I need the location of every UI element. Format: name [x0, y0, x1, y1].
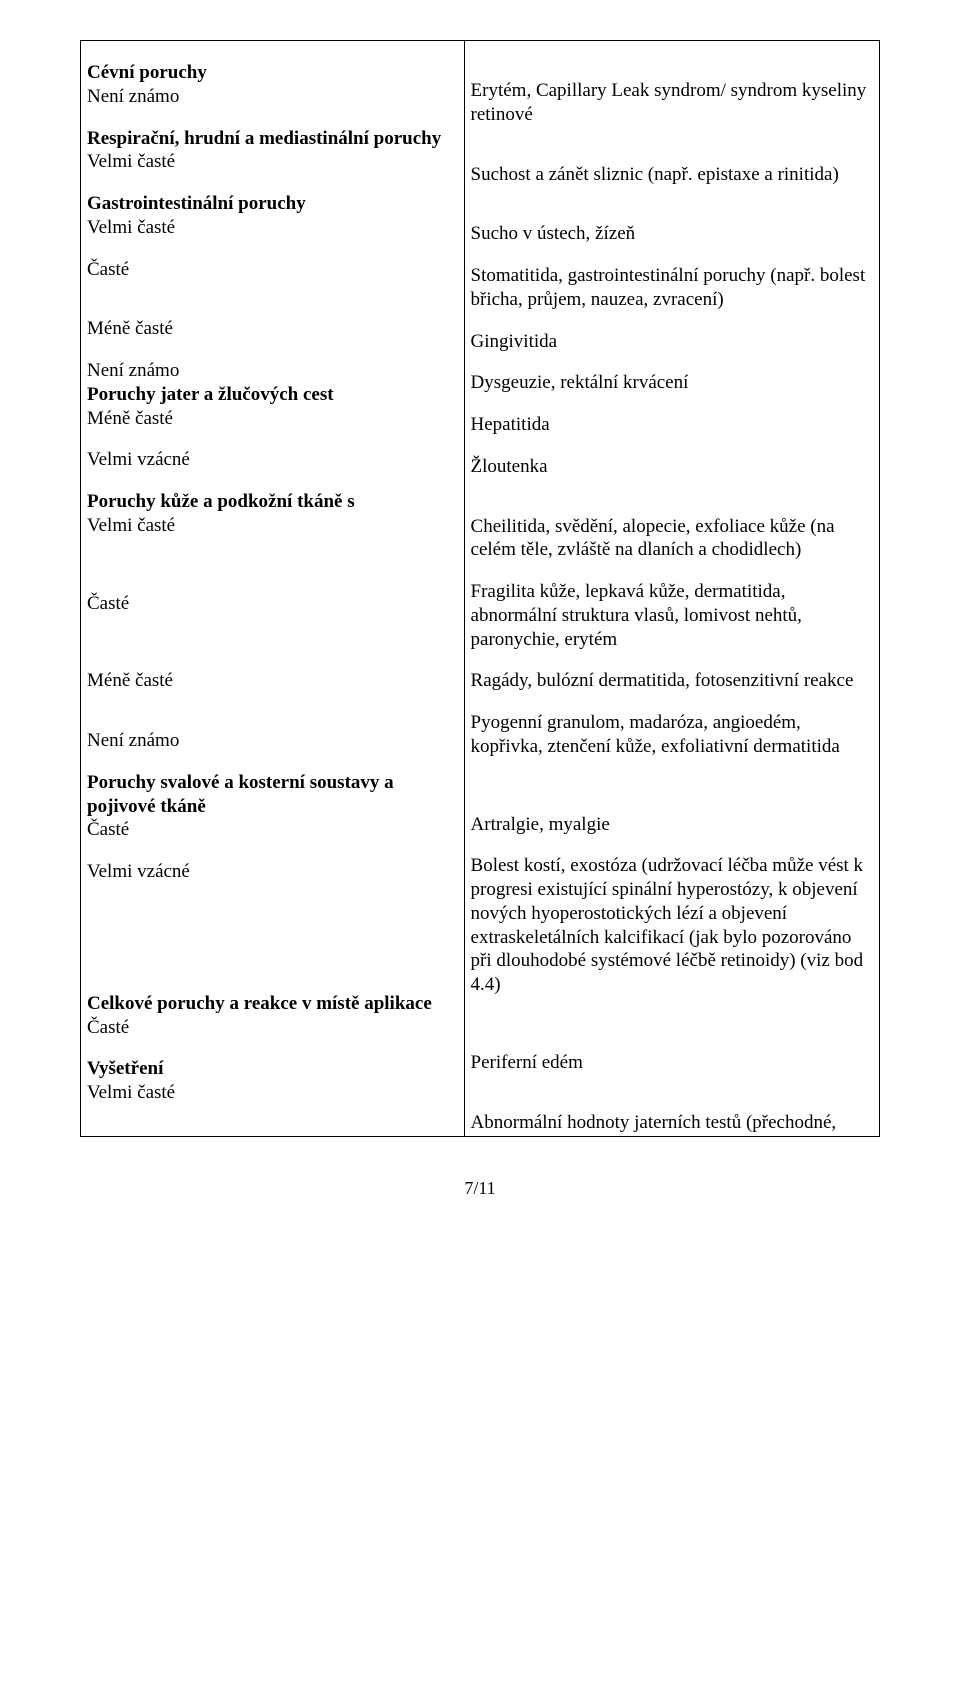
spacer: [87, 956, 458, 974]
text-line: Artralgie, myalgie: [471, 813, 873, 837]
spacer: [471, 562, 873, 580]
spacer: [87, 174, 458, 192]
text-line: Periferní edém: [471, 1051, 873, 1075]
text-line: Méně časté: [87, 407, 458, 431]
spacer: [87, 472, 458, 490]
spacer: [471, 759, 873, 777]
spacer: [471, 43, 873, 61]
spacer: [87, 556, 458, 574]
spacer: [87, 1039, 458, 1057]
spacer: [471, 127, 873, 145]
spacer: [471, 497, 873, 515]
text-line: Poruchy jater a žlučových cest: [87, 383, 458, 407]
text-line: Gingivitida: [471, 330, 873, 354]
text-line: Méně časté: [87, 669, 458, 693]
text-line: Ragády, bulózní dermatitida, fotosenziti…: [471, 669, 873, 693]
spacer: [471, 1075, 873, 1093]
text-line: Suchost a zánět sliznic (např. epistaxe …: [471, 163, 873, 187]
text-line: Velmi časté: [87, 1081, 458, 1105]
adverse-effects-table: Cévní poruchyNení známo Respirační, hrud…: [80, 40, 880, 1137]
spacer: [87, 299, 458, 317]
spacer: [87, 341, 458, 359]
spacer: [87, 538, 458, 556]
spacer: [471, 1033, 873, 1051]
spacer: [471, 186, 873, 204]
spacer: [471, 204, 873, 222]
text-line: Poruchy svalové a kosterní soustavy a po…: [87, 771, 458, 819]
text-line: Časté: [87, 1016, 458, 1040]
spacer: [471, 246, 873, 264]
text-line: Bolest kostí, exostóza (udržovací léčba …: [471, 854, 873, 997]
spacer: [87, 633, 458, 651]
text-line: Velmi časté: [87, 150, 458, 174]
text-line: Poruchy kůže a podkožní tkáně s: [87, 490, 458, 514]
spacer: [471, 1015, 873, 1033]
text-line: Erytém, Capillary Leak syndrom/ syndrom …: [471, 79, 873, 127]
spacer: [87, 240, 458, 258]
text-line: Časté: [87, 592, 458, 616]
text-line: Fragilita kůže, lepkavá kůže, dermatitid…: [471, 580, 873, 651]
spacer: [471, 437, 873, 455]
spacer: [471, 997, 873, 1015]
text-line: Cheilitida, svědění, alopecie, exfoliace…: [471, 515, 873, 563]
page-number: 7/11: [80, 1177, 880, 1200]
spacer: [87, 615, 458, 633]
spacer: [471, 479, 873, 497]
text-line: Časté: [87, 258, 458, 282]
spacer: [87, 920, 458, 938]
text-line: Respirační, hrudní a mediastinální poruc…: [87, 127, 458, 151]
text-line: Abnormální hodnoty jaterních testů (přec…: [471, 1111, 873, 1135]
text-line: Sucho v ústech, žízeň: [471, 222, 873, 246]
text-line: Hepatitida: [471, 413, 873, 437]
spacer: [87, 109, 458, 127]
table-cell-right: Erytém, Capillary Leak syndrom/ syndrom …: [464, 41, 879, 1137]
spacer: [87, 884, 458, 902]
text-line: Vyšetření: [87, 1057, 458, 1081]
text-line: Stomatitida, gastrointestinální poruchy …: [471, 264, 873, 312]
spacer: [87, 753, 458, 771]
spacer: [471, 353, 873, 371]
text-line: Velmi časté: [87, 514, 458, 538]
text-line: Velmi vzácné: [87, 448, 458, 472]
text-line: Žloutenka: [471, 455, 873, 479]
spacer: [471, 795, 873, 813]
spacer: [471, 651, 873, 669]
spacer: [87, 938, 458, 956]
spacer: [87, 574, 458, 592]
spacer: [87, 693, 458, 711]
text-line: Není známo: [87, 729, 458, 753]
text-line: Časté: [87, 818, 458, 842]
spacer: [87, 902, 458, 920]
text-line: Méně časté: [87, 317, 458, 341]
spacer: [471, 777, 873, 795]
text-line: Velmi vzácné: [87, 860, 458, 884]
spacer: [471, 312, 873, 330]
spacer: [87, 430, 458, 448]
text-line: Pyogenní granulom, madaróza, angioedém, …: [471, 711, 873, 759]
text-line: Dysgeuzie, rektální krvácení: [471, 371, 873, 395]
spacer: [471, 145, 873, 163]
spacer: [87, 651, 458, 669]
table-cell-left: Cévní poruchyNení známo Respirační, hrud…: [81, 41, 465, 1137]
spacer: [471, 836, 873, 854]
text-line: Gastrointestinální poruchy: [87, 192, 458, 216]
text-line: Velmi časté: [87, 216, 458, 240]
spacer: [87, 43, 458, 61]
spacer: [87, 842, 458, 860]
text-line: Celkové poruchy a reakce v místě aplikac…: [87, 992, 458, 1016]
spacer: [471, 693, 873, 711]
text-line: Cévní poruchy: [87, 61, 458, 85]
spacer: [471, 61, 873, 79]
spacer: [87, 974, 458, 992]
spacer: [87, 281, 458, 299]
text-line: Není známo: [87, 359, 458, 383]
text-line: Není známo: [87, 85, 458, 109]
spacer: [471, 395, 873, 413]
spacer: [471, 1093, 873, 1111]
spacer: [87, 711, 458, 729]
